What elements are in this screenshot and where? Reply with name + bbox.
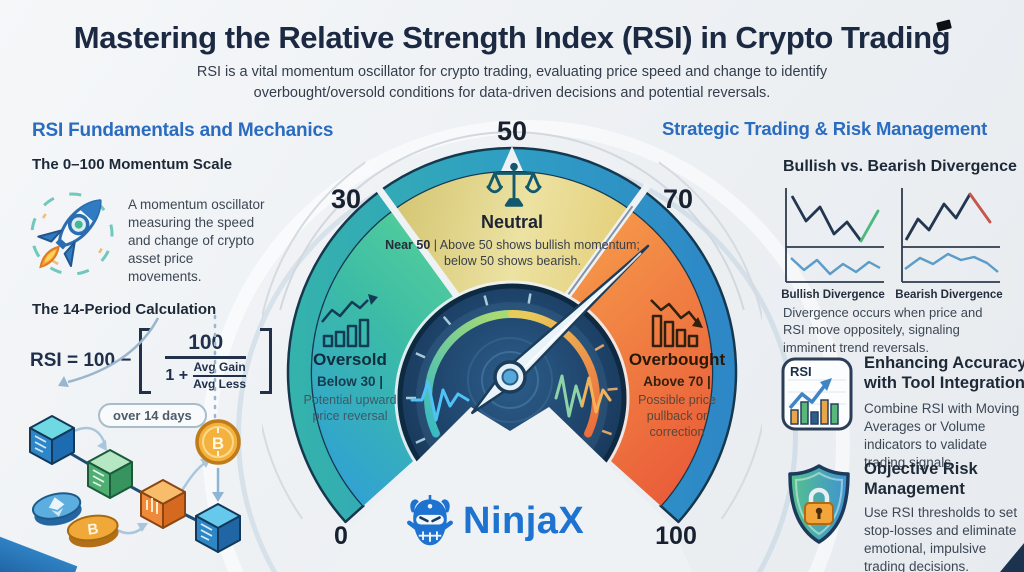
crypto-cube-orange-icon — [140, 479, 186, 529]
brand-logo: NinjaX — [404, 492, 584, 550]
bearish-divergence-chart — [901, 188, 1000, 283]
formula-denominator: 1 + Avg Gain Avg Less — [165, 359, 247, 391]
ratio-top: Avg Gain — [193, 359, 246, 374]
shield-lock-icon — [788, 464, 850, 544]
period-note-pill: over 14 days — [98, 403, 207, 428]
gauge-label-70: 70 — [662, 184, 694, 214]
gauge-needle — [471, 244, 650, 415]
dial-wave-orange — [580, 376, 612, 414]
rsi-tool-icon: RSI — [781, 357, 853, 431]
divergence-heading: Bullish vs. Bearish Divergence — [783, 158, 1017, 175]
bracket-left — [139, 328, 152, 394]
neutral-zone — [394, 171, 630, 372]
dial-wave-blue — [410, 380, 470, 422]
page-subtitle: RSI is a vital momentum oscillator for c… — [196, 64, 828, 101]
rocket-icon — [30, 192, 114, 276]
neutral-zone-label: Neutral — [480, 212, 543, 232]
gauge-ring — [286, 146, 738, 524]
gauge-label-0: 0 — [334, 522, 348, 550]
bracket-right — [260, 328, 273, 394]
neutral-zone-description: Near 50 | Above 50 shows bullish momentu… — [380, 237, 645, 269]
bitcoin-coin-orange-icon: B — [66, 514, 119, 548]
ninja-icon — [407, 495, 453, 546]
svg-text:B: B — [212, 434, 224, 453]
overbought-zone-label: Overbought — [628, 350, 726, 369]
overbought-chart-down-icon — [650, 299, 703, 348]
oversold-chart-up-icon — [321, 294, 378, 348]
overbought-threshold: Above 70 | — [643, 374, 711, 389]
crypto-cube-blue2-icon — [195, 503, 241, 553]
formula-fraction: 100 1 + Avg Gain Avg Less — [159, 331, 252, 391]
momentum-scale-description: A momentum oscillator measuring the spee… — [128, 197, 265, 284]
left-section-title: RSI Fundamentals and Mechanics — [32, 120, 334, 141]
divergence-description: Divergence occurs when price and RSI mov… — [783, 305, 983, 355]
oversold-zone-label: Oversold — [313, 350, 387, 369]
bullish-divergence-chart — [785, 188, 884, 283]
bullish-divergence-caption: Bullish Divergence — [781, 289, 885, 301]
neutral-threshold: Near 50 — [385, 238, 431, 252]
svg-text:B: B — [86, 520, 99, 538]
overbought-description: Possible price pullback or correction — [638, 393, 716, 439]
ratio-bar — [193, 374, 247, 377]
gauge-label-30: 30 — [330, 184, 362, 214]
svg-text:RSI: RSI — [790, 364, 812, 379]
neutral-note: | Above 50 shows bullish momentum; below… — [433, 238, 640, 268]
gauge-label-100: 100 — [655, 522, 697, 550]
gain-loss-ratio: Avg Gain Avg Less — [193, 359, 247, 391]
momentum-scale-heading: The 0–100 Momentum Scale — [32, 156, 233, 173]
oversold-threshold: Below 30 | — [316, 374, 384, 389]
rsi-formula: RSI = 100 − 100 1 + Avg Gain Avg Less — [30, 328, 273, 394]
balance-scale-icon — [486, 162, 542, 207]
calculation-heading: The 14-Period Calculation — [32, 301, 217, 318]
bitcoin-coin-gold-icon: B — [195, 419, 241, 465]
tool-integration-heading: Enhancing Accuracy with Tool Integration — [864, 354, 1024, 392]
brand-name: NinjaX — [463, 499, 585, 542]
crypto-cube-green-icon — [87, 449, 133, 499]
crypto-cube-blue-icon — [29, 415, 75, 465]
tool-integration-description: Combine RSI with Moving Averages or Volu… — [864, 401, 1020, 470]
gauge-label-50: 50 — [496, 116, 528, 146]
right-section-title: Strategic Trading & Risk Management — [662, 118, 988, 139]
page-title: Mastering the Relative Strength Index (R… — [73, 20, 951, 55]
dial-wave-green — [554, 374, 584, 418]
risk-management-heading: Objective Risk Management — [864, 460, 978, 498]
oversold-description: Potential upward price reversal — [303, 393, 397, 423]
ratio-bottom: Avg Less — [193, 376, 247, 391]
risk-management-description: Use RSI thresholds to set stop-losses an… — [864, 505, 1018, 572]
fraction-bar — [165, 356, 247, 359]
ethereum-coin-icon — [31, 492, 82, 526]
denominator-base: 1 + — [165, 366, 189, 384]
bearish-divergence-caption: Bearish Divergence — [895, 289, 1003, 301]
formula-prefix: RSI = 100 − — [30, 350, 132, 371]
crypto-flow-diagram: B B — [29, 314, 241, 553]
rsi-gauge — [262, 131, 762, 572]
